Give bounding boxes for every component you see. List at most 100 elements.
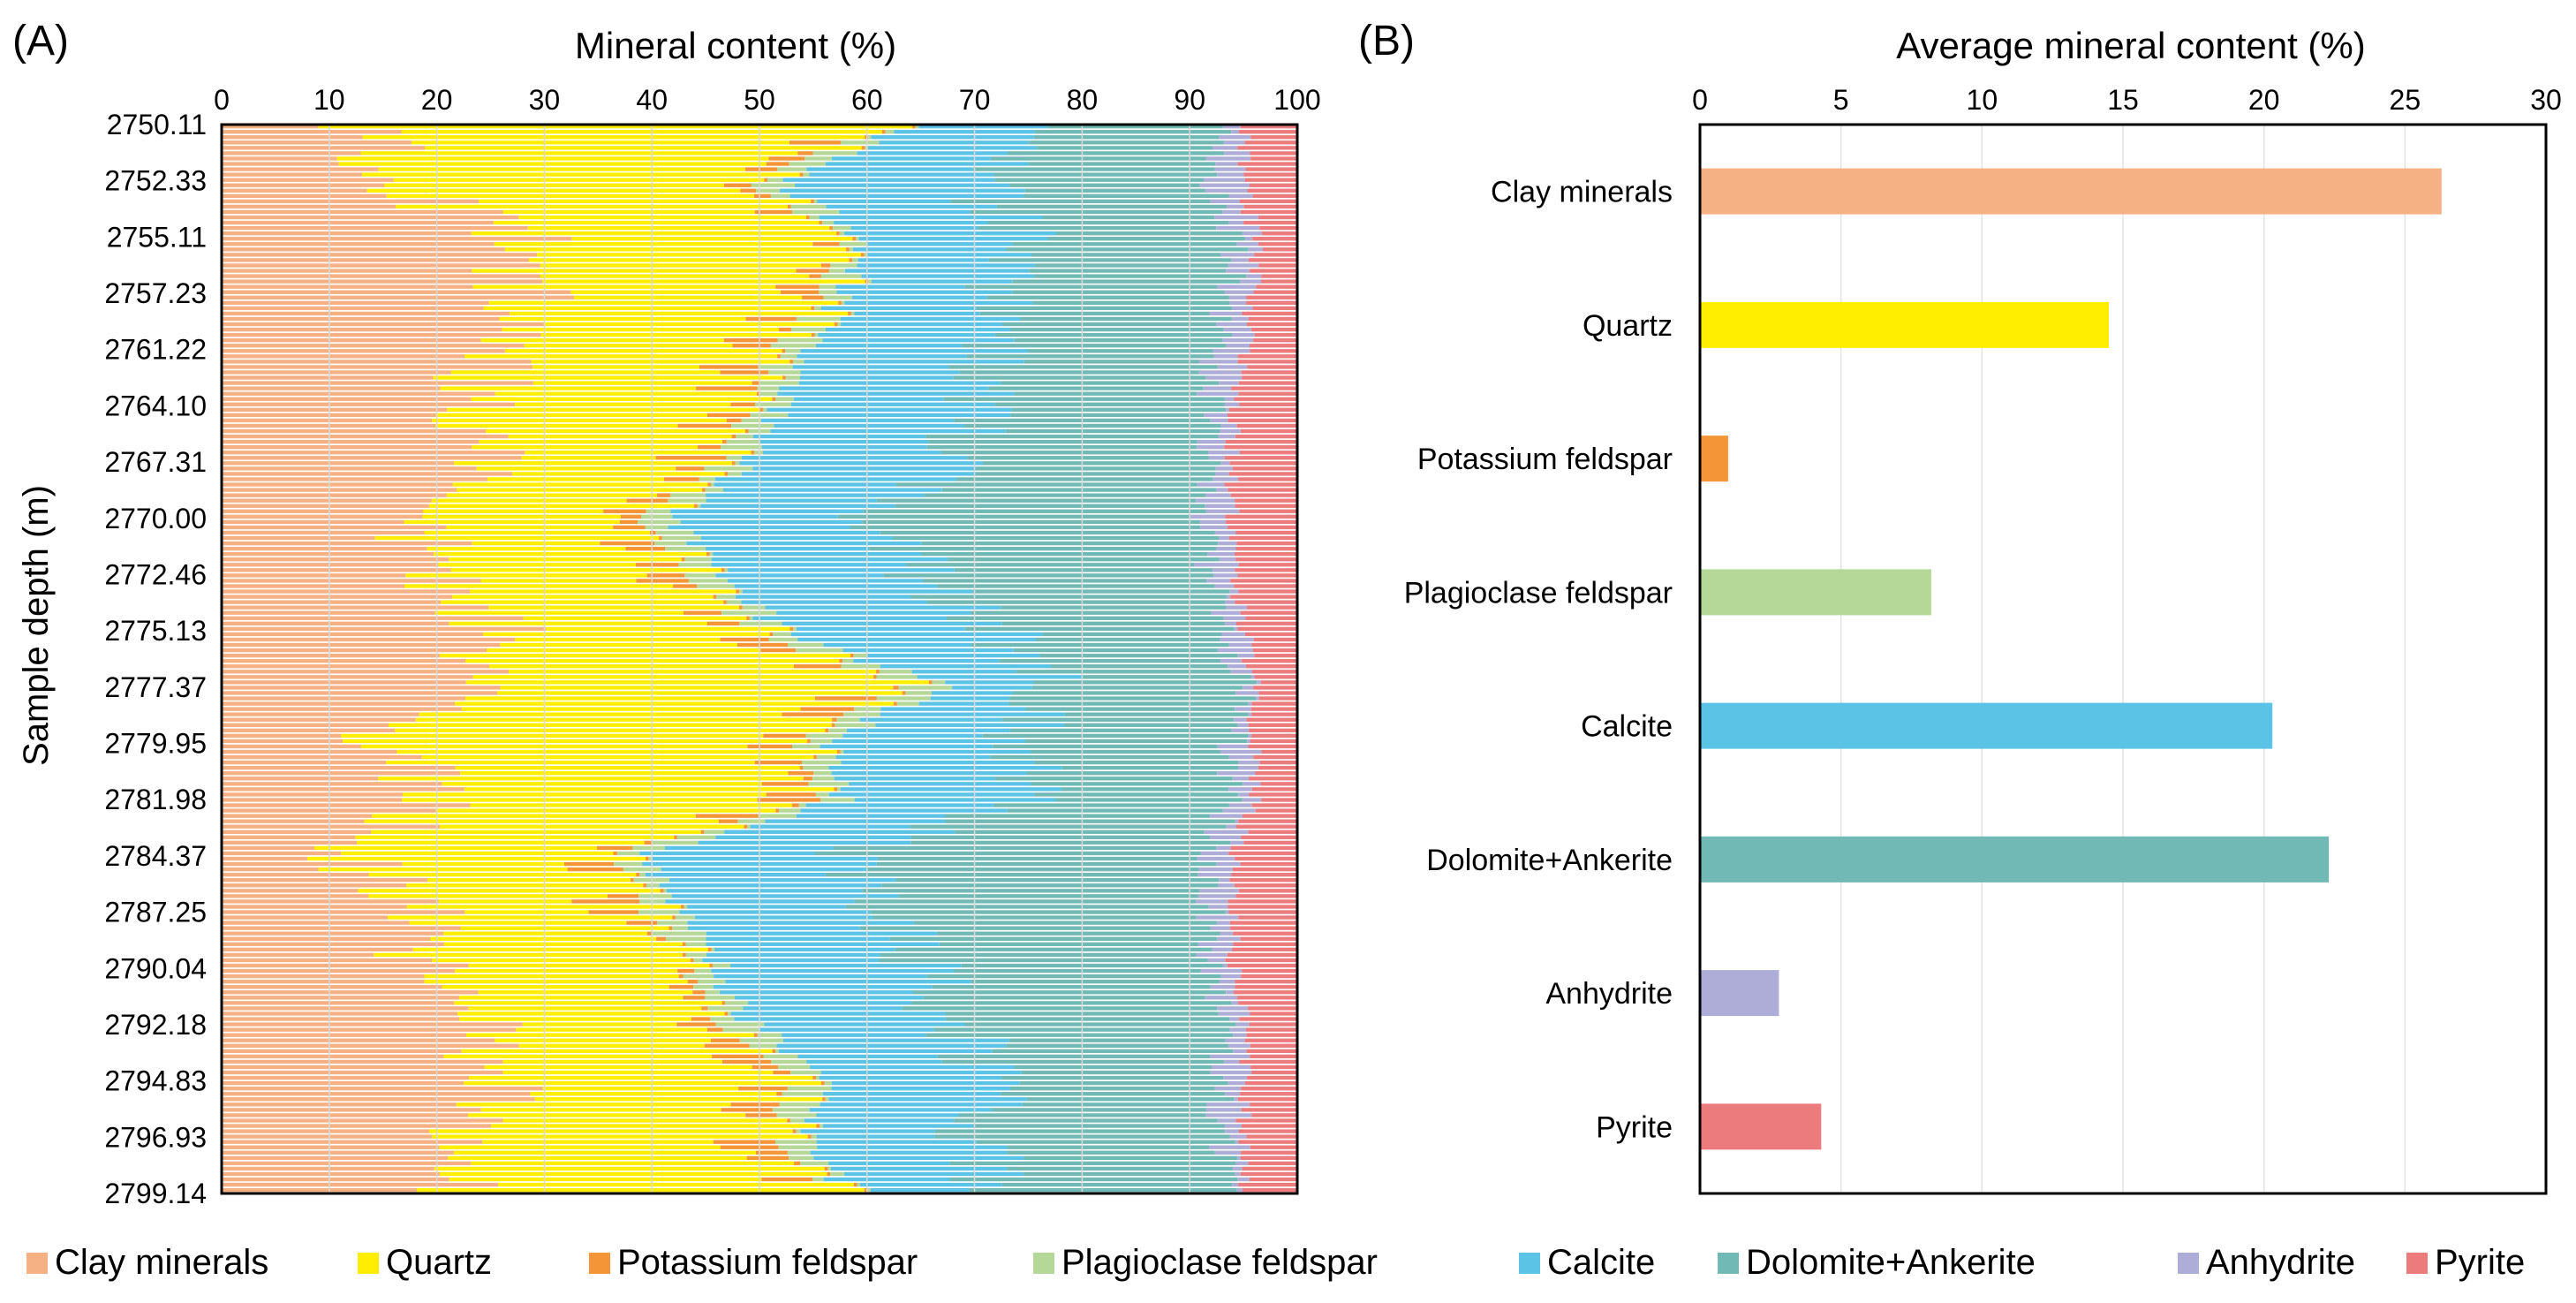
stack-segment-plag	[905, 691, 932, 695]
stack-segment-clay	[222, 525, 447, 530]
stack-segment-dolomite	[986, 295, 1229, 299]
panel-a-x-tick-label: 50	[744, 84, 775, 116]
stack-segment-plag	[830, 263, 857, 268]
stack-segment-calcite	[875, 723, 1064, 727]
stack-segment-quartz	[435, 413, 707, 418]
stack-segment-clay	[222, 360, 532, 364]
stack-segment-clay	[222, 146, 425, 150]
stack-segment-clay	[222, 546, 427, 551]
stack-segment-clay	[222, 584, 404, 588]
stack-segment-calcite	[700, 504, 895, 508]
stack-segment-calcite	[730, 1011, 946, 1016]
stack-segment-pyrite	[1235, 557, 1297, 562]
stack-segment-dolomite	[895, 947, 1212, 952]
legend-label: Anhydrite	[2206, 1243, 2355, 1282]
stack-segment-dolomite	[1055, 798, 1243, 802]
stack-segment-plag	[779, 808, 801, 813]
panel-a-plot-frame	[220, 123, 1299, 1195]
stack-segment-calcite	[831, 1166, 1008, 1171]
stack-segment-calcite	[724, 830, 956, 834]
stack-segment-anhydrite	[1228, 803, 1252, 807]
stack-segment-clay	[222, 172, 362, 177]
stack-segment-kfeld	[782, 375, 786, 380]
stack-segment-clay	[222, 771, 461, 776]
stack-segment-kfeld	[657, 493, 671, 497]
stack-segment-dolomite	[1014, 391, 1197, 396]
stack-segment-clay	[222, 787, 465, 792]
stack-segment-pyrite	[1254, 653, 1297, 658]
stack-segment-anhydrite	[1231, 258, 1249, 262]
stack-segment-clay	[222, 386, 441, 390]
stack-segment-kfeld	[674, 835, 677, 840]
stack-segment-plag	[800, 1161, 829, 1166]
stack-segment-pyrite	[1253, 338, 1297, 343]
stack-segment-kfeld	[676, 466, 705, 471]
legend-swatch-clay	[26, 1253, 48, 1274]
stack-segment-plag	[809, 215, 820, 220]
stack-segment-calcite	[828, 1097, 1027, 1102]
stack-segment-dolomite	[893, 535, 1220, 541]
stack-segment-dolomite	[845, 905, 1209, 909]
stack-segment-clay	[222, 311, 510, 316]
stack-segment-plag	[796, 648, 843, 653]
stack-segment-plag	[813, 199, 818, 204]
stack-segment-dolomite	[869, 546, 1217, 551]
stack-segment-clay	[222, 274, 540, 278]
stack-segment-kfeld	[789, 140, 842, 145]
stack-segment-anhydrite	[1232, 1166, 1243, 1171]
stack-segment-quartz	[446, 493, 657, 497]
stack-segment-pyrite	[1228, 407, 1297, 413]
stack-segment-calcite	[815, 344, 963, 348]
stack-segment-pyrite	[1242, 1166, 1297, 1171]
stack-segment-clay	[222, 1097, 535, 1102]
bar-calcite	[1700, 702, 2273, 749]
stack-segment-plag	[787, 1087, 832, 1091]
stack-segment-clay	[222, 894, 369, 898]
stack-segment-quartz	[460, 926, 669, 930]
stack-segment-anhydrite	[1217, 771, 1256, 776]
stack-segment-dolomite	[925, 1033, 1234, 1037]
stack-segment-calcite	[789, 193, 1024, 199]
stack-segment-kfeld	[822, 1097, 826, 1102]
panel-a-depth-tick-label: 2792.18	[104, 1009, 207, 1041]
panel-a-depth-tick-label: 2775.13	[104, 615, 207, 647]
stack-segment-anhydrite	[1232, 776, 1250, 781]
stack-segment-pyrite	[1230, 595, 1297, 599]
stack-segment-pyrite	[1238, 1001, 1297, 1005]
stack-segment-pyrite	[1238, 1129, 1297, 1133]
stack-segment-calcite	[767, 407, 1012, 413]
stack-segment-kfeld	[649, 530, 656, 535]
stack-segment-quartz	[427, 878, 631, 883]
stack-segment-anhydrite	[1215, 472, 1229, 476]
stack-segment-plag	[726, 456, 742, 460]
stack-segment-dolomite	[970, 209, 1222, 215]
stack-segment-calcite	[861, 274, 1035, 278]
stack-segment-anhydrite	[1233, 1033, 1247, 1037]
stack-segment-clay	[222, 1155, 449, 1161]
stack-segment-anhydrite	[1197, 942, 1234, 947]
stack-segment-kfeld	[739, 605, 743, 610]
stack-segment-calcite	[831, 156, 991, 161]
stack-segment-plag	[684, 557, 712, 562]
stack-segment-kfeld	[723, 338, 778, 343]
stack-segment-anhydrite	[1232, 1182, 1239, 1187]
stack-segment-calcite	[816, 1113, 959, 1117]
stack-segment-quartz	[432, 1134, 808, 1139]
stack-segment-clay	[222, 1108, 481, 1112]
stack-segment-plag	[758, 365, 793, 369]
stack-segment-kfeld	[745, 316, 797, 322]
stack-segment-kfeld	[712, 1054, 764, 1059]
stack-segment-kfeld	[626, 920, 657, 925]
bar-anhydrite	[1700, 970, 1779, 1017]
stack-segment-quartz	[472, 284, 776, 289]
stack-segment-kfeld	[759, 407, 763, 413]
stack-segment-anhydrite	[1213, 354, 1238, 359]
stack-segment-anhydrite	[1220, 253, 1255, 257]
stack-segment-pyrite	[1230, 493, 1297, 497]
stack-segment-anhydrite	[1215, 466, 1233, 471]
stack-segment-quartz	[412, 947, 708, 952]
stack-segment-calcite	[639, 851, 815, 856]
stack-segment-clay	[222, 648, 487, 653]
stack-segment-plag	[820, 798, 855, 802]
stack-segment-dolomite	[871, 910, 1226, 914]
